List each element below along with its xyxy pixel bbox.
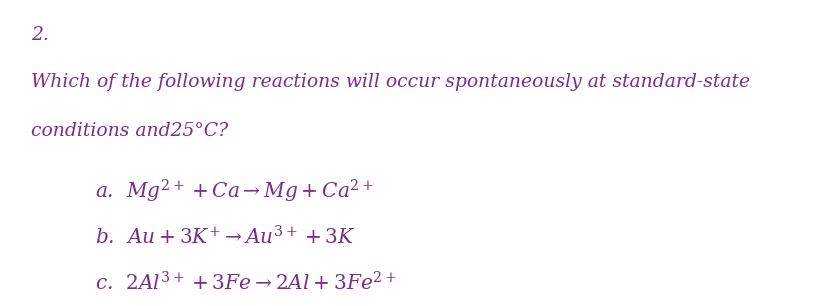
Text: conditions and25°C?: conditions and25°C?	[31, 122, 229, 140]
Text: c.  $2Al^{3+} + 3Fe \rightarrow 2Al + 3Fe^{2+}$: c. $2Al^{3+} + 3Fe \rightarrow 2Al + 3Fe…	[95, 271, 396, 294]
Text: Which of the following reactions will occur spontaneously at standard-state: Which of the following reactions will oc…	[31, 73, 750, 91]
Text: b.  $Au + 3K^{+} \rightarrow Au^{3+} + 3K$: b. $Au + 3K^{+} \rightarrow Au^{3+} + 3K…	[95, 225, 355, 248]
Text: a.  $Mg^{2+} + Ca \rightarrow Mg + Ca^{2+}$: a. $Mg^{2+} + Ca \rightarrow Mg + Ca^{2+…	[95, 177, 373, 205]
Text: 2.: 2.	[31, 26, 49, 44]
